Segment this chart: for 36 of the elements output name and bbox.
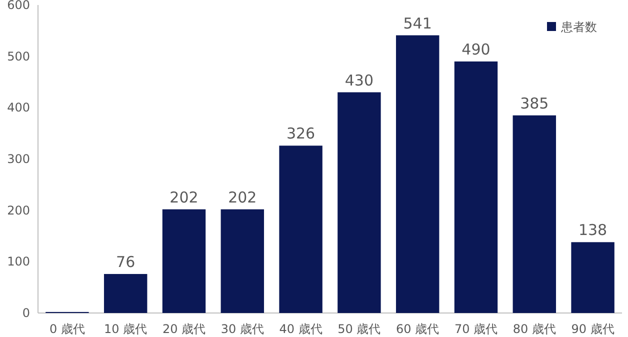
y-tick-label: 400 xyxy=(7,100,30,115)
bar xyxy=(162,209,206,313)
x-tick-label: 90 歳代 xyxy=(571,322,614,336)
x-tick-label: 60 歳代 xyxy=(396,322,440,336)
data-label: 490 xyxy=(462,40,490,58)
bar xyxy=(279,146,322,313)
legend-label: 患者数 xyxy=(560,20,597,34)
x-tick-label: 50 歳代 xyxy=(338,322,381,336)
data-label: 76 xyxy=(116,252,136,271)
data-label: 385 xyxy=(520,94,549,112)
bar xyxy=(396,35,440,313)
data-label: 326 xyxy=(286,124,316,143)
y-tick-label: 200 xyxy=(7,203,30,218)
y-tick-label: 500 xyxy=(7,49,30,64)
bar xyxy=(454,61,498,313)
bar xyxy=(512,115,556,313)
x-tick-label: 10 歳代 xyxy=(104,322,148,336)
bar xyxy=(338,92,381,313)
y-tick-label: 600 xyxy=(7,0,30,12)
data-label: 202 xyxy=(228,188,257,206)
bar xyxy=(571,242,614,313)
x-tick-label: 80 歳代 xyxy=(512,322,556,336)
bar xyxy=(220,209,264,313)
data-label: 541 xyxy=(403,14,432,32)
x-tick-label: 0 歳代 xyxy=(49,322,85,336)
data-label: 430 xyxy=(344,71,374,90)
x-tick-label: 30 歳代 xyxy=(220,322,264,336)
bar xyxy=(104,274,148,313)
x-tick-label: 40 歳代 xyxy=(279,322,322,336)
data-label: 138 xyxy=(578,221,608,240)
data-label: 202 xyxy=(170,188,198,206)
y-tick-label: 300 xyxy=(7,152,30,166)
x-tick-label: 70 歳代 xyxy=(454,322,498,336)
y-tick-label: 0 xyxy=(22,306,30,320)
x-tick-label: 20 歳代 xyxy=(162,322,206,336)
y-tick-label: 100 xyxy=(7,254,30,269)
